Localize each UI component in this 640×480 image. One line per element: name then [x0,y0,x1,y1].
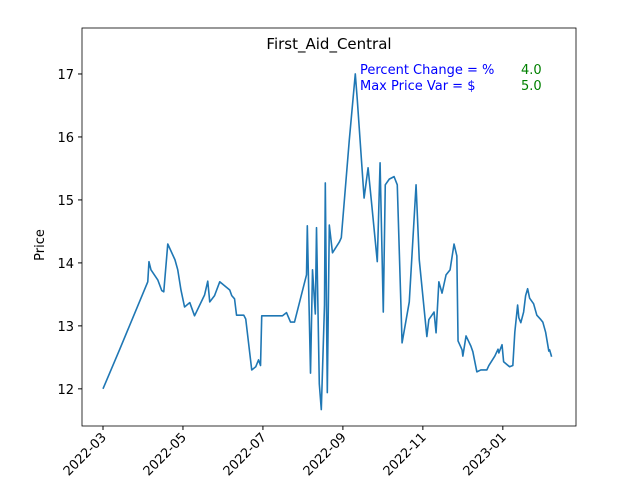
annotation-label: Percent Change = % [360,63,494,78]
series-line [102,73,553,411]
chart-title: First_Aid_Central [266,35,391,54]
y-tick-label: 17 [57,68,74,83]
y-tick-label: 16 [57,131,74,146]
y-axis-label: Price [33,229,48,261]
y-tick-label: 14 [57,257,74,272]
annotation-value: 5.0 [521,79,542,94]
annotation-label: Max Price Var = $ [360,79,475,94]
y-tick-label: 12 [57,383,74,398]
annotation-value: 4.0 [521,63,542,78]
y-tick-label: 15 [57,194,74,209]
axes-frame [81,27,577,427]
y-tick-label: 13 [57,320,74,335]
